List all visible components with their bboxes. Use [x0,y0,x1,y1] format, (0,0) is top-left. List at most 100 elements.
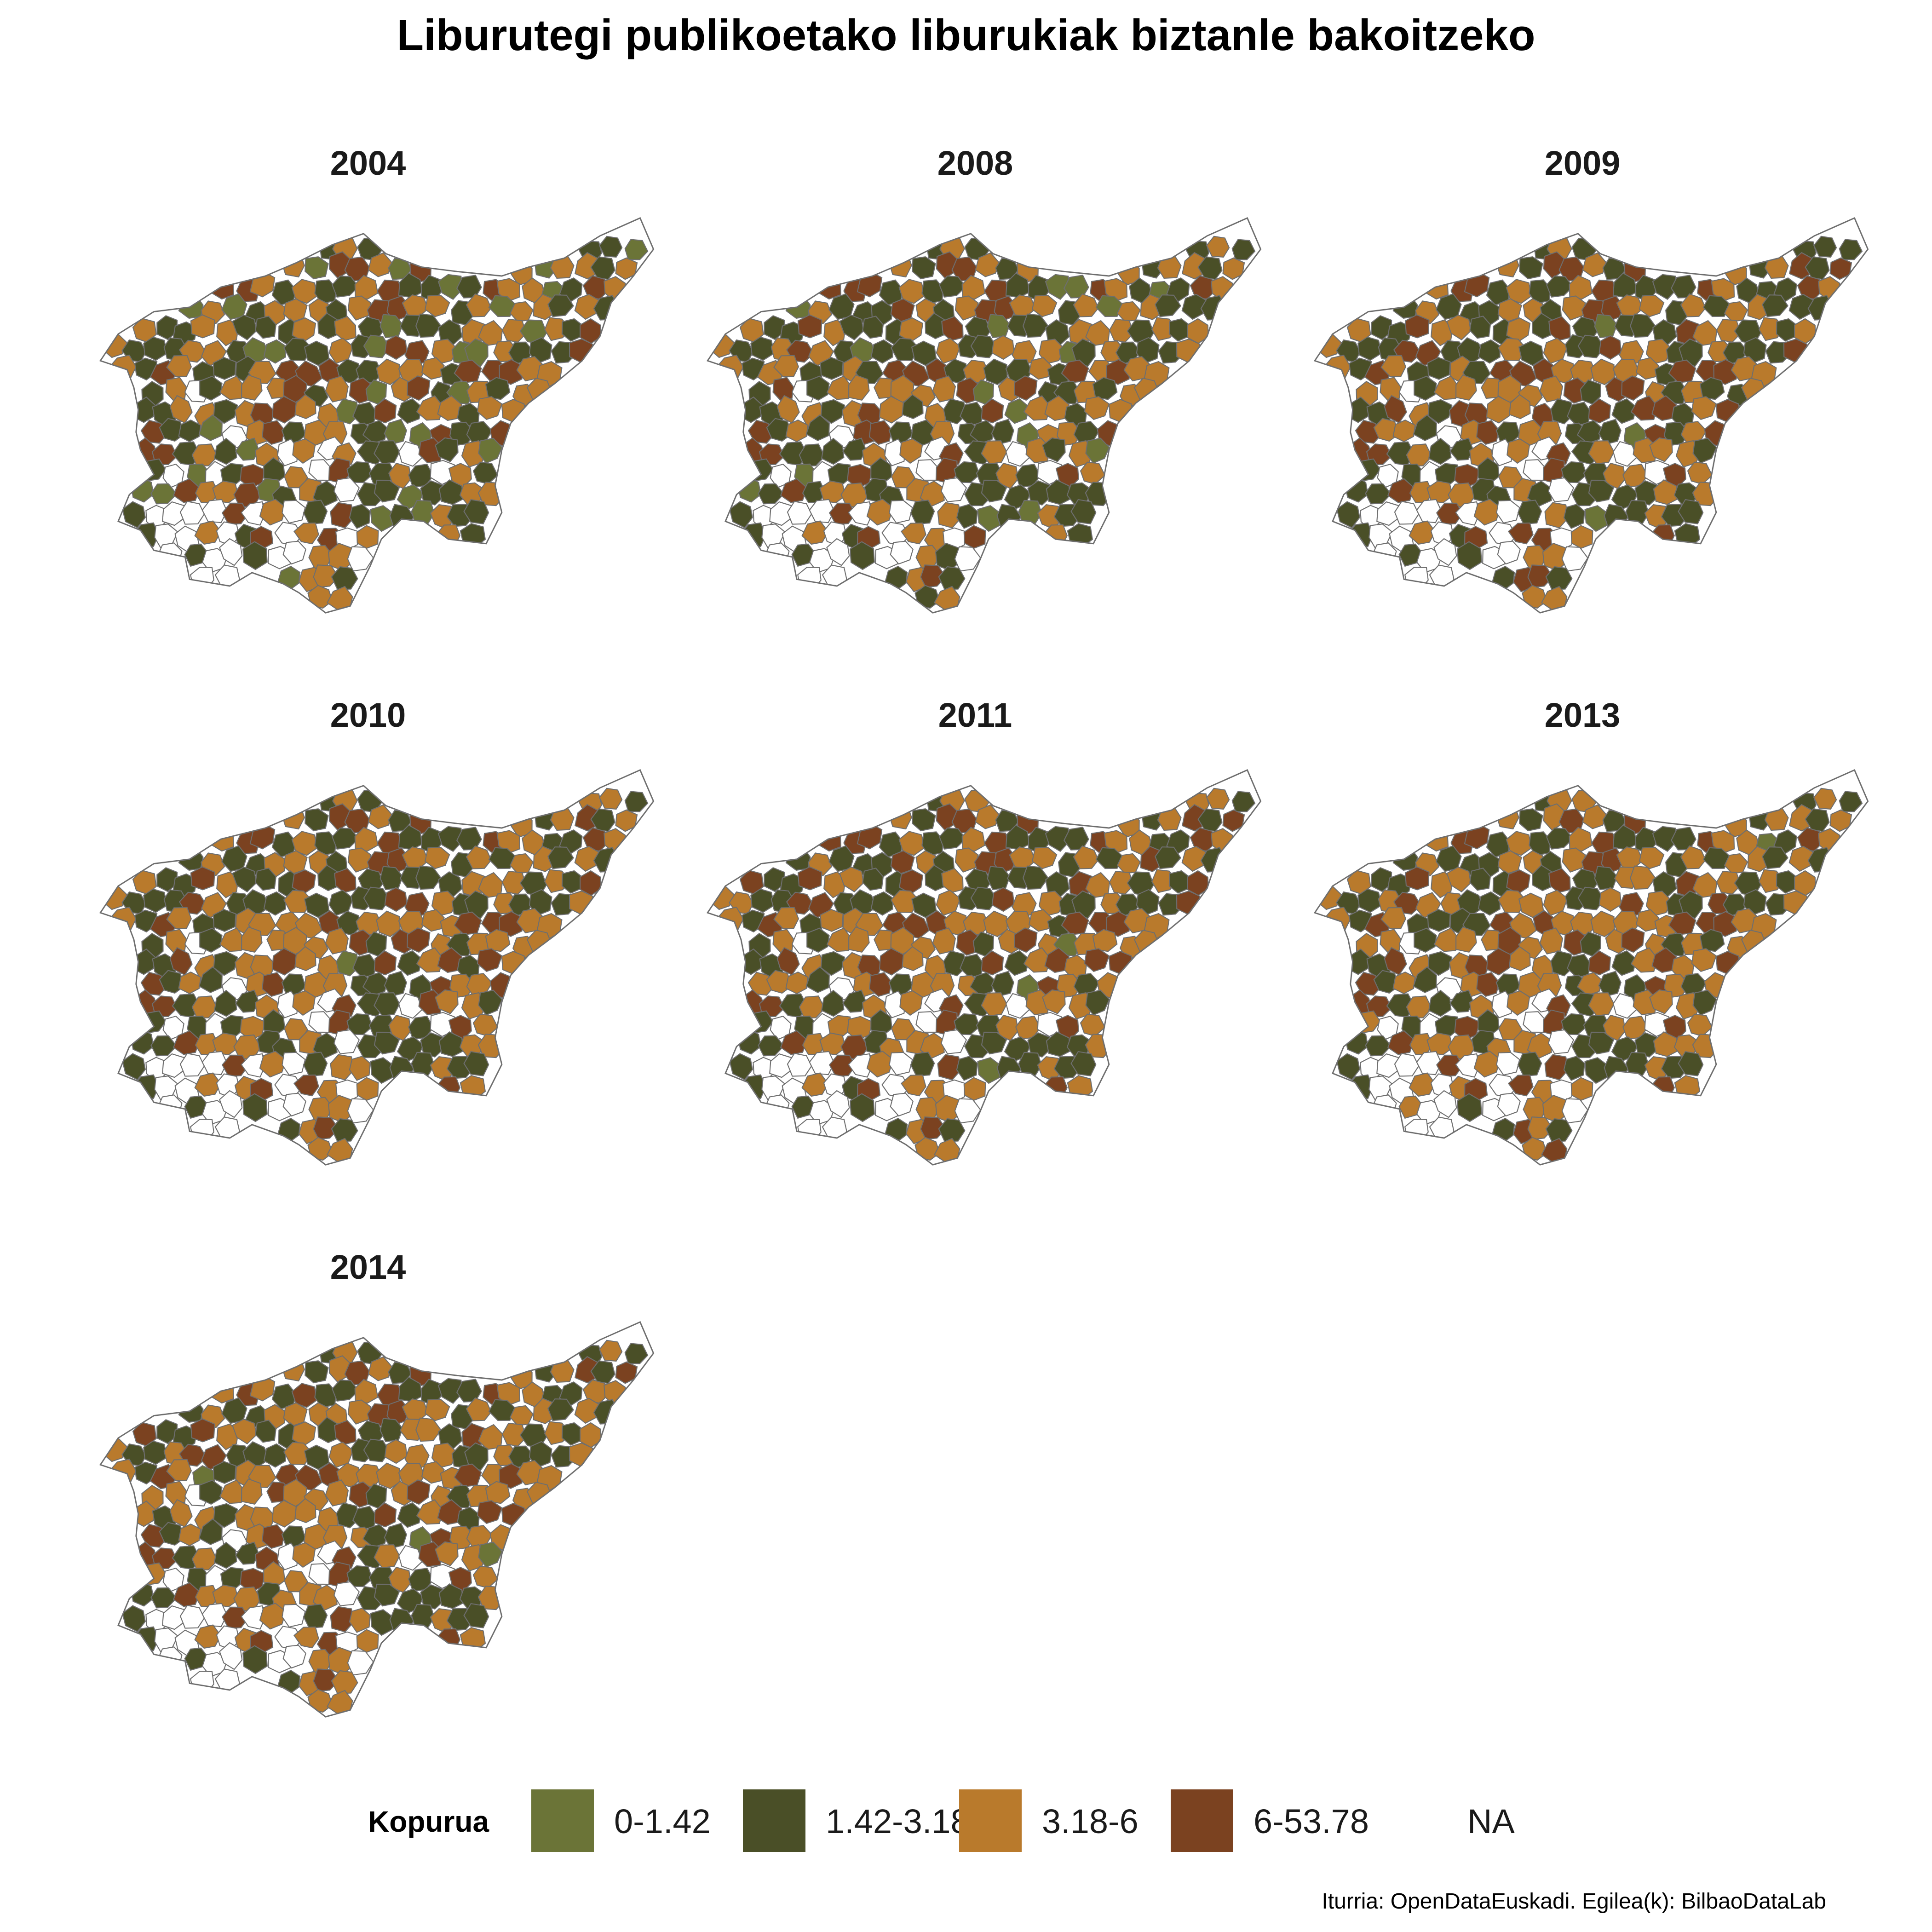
municipality-area [1428,437,1452,465]
municipality-area [241,501,265,526]
municipality-area [821,989,845,1017]
municipality-area [437,1378,463,1404]
municipality-area [304,340,330,366]
municipality-area [435,989,459,1014]
municipality-area [1014,927,1038,953]
municipality-area [1621,375,1645,401]
municipality-area [1562,847,1586,873]
municipality-area [954,295,979,321]
municipality-area [1005,441,1030,467]
municipality-area [294,394,316,420]
municipality-area [890,890,920,913]
municipality-area [330,1054,355,1081]
municipality-area [937,1054,962,1081]
municipality-area [1092,377,1118,400]
municipality-area [216,1423,239,1450]
municipality-area [1427,909,1451,932]
municipality-area [179,500,205,525]
municipality-area [213,1541,237,1569]
municipality-area [1839,239,1863,260]
municipality-area [463,499,489,524]
panel-year-label: 2004 [330,144,406,182]
municipality-area [201,499,228,523]
municipality-area [282,1644,306,1669]
municipality-area [1645,891,1672,917]
municipality-area [1027,1032,1052,1058]
municipality-area [277,990,299,1018]
municipality-area [772,377,794,401]
municipality-area [820,357,844,380]
municipality-area [1037,460,1063,485]
municipality-area [194,520,222,545]
municipality-area [293,522,319,545]
municipality-area [293,1626,319,1649]
municipality-area [242,1645,268,1674]
municipality-area [890,1092,914,1117]
choropleth-map [1313,217,1869,614]
choropleth-map [706,217,1262,614]
municipality-area [466,293,492,317]
municipality-area [624,1343,649,1364]
map-panel: 2011 [681,695,1270,1210]
municipality-area [809,1051,835,1075]
municipality-area [456,827,482,851]
municipality-area [166,907,192,929]
municipality-area [1813,236,1837,258]
municipality-area [1539,375,1564,402]
municipality-area [1546,275,1574,298]
municipality-area [346,1565,373,1587]
municipality-area [773,355,799,377]
municipality-area [884,438,906,466]
municipality-area [954,1013,980,1035]
municipality-area [1491,990,1513,1018]
municipality-area [232,1418,257,1445]
municipality-area [1590,910,1615,937]
municipality-area [615,257,638,280]
municipality-area [199,927,223,953]
municipality-area [466,1397,492,1421]
municipality-area [430,1012,455,1037]
municipality-area [547,294,574,317]
municipality-area [1045,826,1070,852]
municipality-area [828,502,856,525]
municipality-area [1670,275,1696,299]
municipality-area [221,845,247,872]
municipality-area [213,357,236,380]
municipality-area [1446,866,1472,893]
municipality-area [1509,394,1531,420]
municipality-area [347,847,372,873]
municipality-area [805,966,830,993]
municipality-area [1507,1074,1534,1097]
municipality-area [213,909,236,932]
municipality-area [199,1479,223,1505]
municipality-area [899,438,923,464]
municipality-area [1023,395,1051,421]
municipality-area [1371,867,1392,892]
legend-swatch [959,1789,1022,1852]
municipality-area [615,1361,638,1384]
municipality-area [241,1478,263,1505]
panel-year-label: 2014 [330,1248,406,1286]
municipality-area [190,866,215,891]
municipality-area [848,926,870,953]
municipality-area [1680,845,1707,869]
municipality-area [1455,374,1477,401]
legend-swatch [1385,1789,1447,1852]
municipality-area [821,437,845,465]
municipality-area [374,1502,397,1528]
municipality-area [941,1029,967,1054]
map-panel: 2008 [681,143,1270,658]
municipality-area [1588,950,1611,976]
municipality-area [991,335,1015,360]
municipality-area [939,827,966,850]
municipality-area [1670,827,1696,851]
municipality-area [1042,437,1066,462]
municipality-area [331,566,358,590]
region-border [706,217,1262,614]
municipality-area [598,788,623,810]
municipality-area [1679,890,1703,919]
choropleth-map [99,769,655,1166]
municipality-area [826,538,850,566]
municipality-area [416,947,444,973]
